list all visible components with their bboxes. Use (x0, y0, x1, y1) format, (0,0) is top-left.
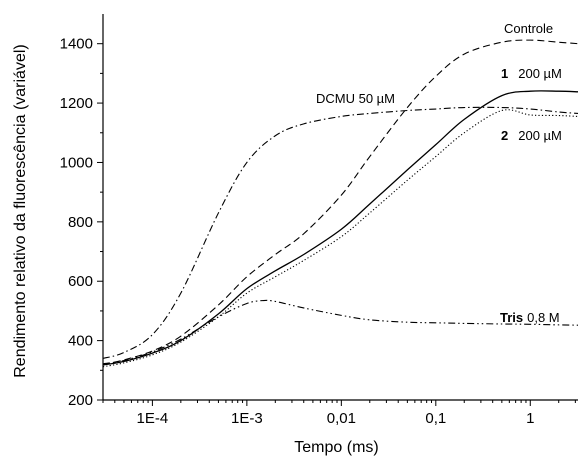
x-tick-label: 1E-4 (137, 410, 169, 427)
series-line-dashed (102, 39, 579, 365)
x-tick-label: 1 (526, 410, 534, 427)
annotation-part: Tris (500, 310, 523, 325)
series-line-solid (102, 90, 579, 366)
annotation-part: 200 µM (518, 66, 562, 81)
annotation-cmp1: 1 200 µM (501, 66, 562, 81)
chart-axes: 200 400 600 800 1000 1200 1400 1E-4 1E-3 0,01 0,1 1 (60, 14, 578, 427)
y-tick-label: 800 (68, 214, 93, 231)
y-tick-label: 1400 (60, 36, 93, 53)
y-axis-title: Rendimento relativo da fluorescência (va… (12, 44, 29, 378)
annotation-part: 0,8 M (527, 310, 560, 325)
y-tick-label: 600 (68, 273, 93, 290)
annotation-part: 200 µM (518, 128, 562, 143)
y-tick-label: 200 (68, 392, 93, 409)
chart-series (102, 39, 579, 368)
annotation-part: 2 (501, 128, 508, 143)
x-tick-label: 0,1 (425, 410, 446, 427)
annotation-part: DCMU 50 µM (316, 91, 395, 106)
series-line-dashdot (102, 106, 579, 359)
chart-annotations: Controle 1 200 µM DCMU 50 µM 2 200 µM Tris 0,8 … (316, 21, 562, 325)
annotation-controle: Controle (504, 21, 553, 36)
series-line-dotted (102, 109, 579, 368)
y-tick-label: 400 (68, 333, 93, 350)
y-tick-label: 1000 (60, 154, 93, 171)
series-line-dashdotdot (102, 299, 579, 365)
annotation-part: 1 (501, 66, 508, 81)
annotation-cmp2: 2 200 µM (501, 128, 562, 143)
annotation-dcmu: DCMU 50 µM (316, 91, 395, 106)
x-tick-label: 0,01 (327, 410, 356, 427)
annotation-part: Controle (504, 21, 553, 36)
x-tick-label: 1E-3 (231, 410, 263, 427)
annotation-tris: Tris 0,8 M (500, 310, 560, 325)
y-tick-label: 1200 (60, 95, 93, 112)
x-axis-title: Tempo (ms) (294, 439, 378, 456)
